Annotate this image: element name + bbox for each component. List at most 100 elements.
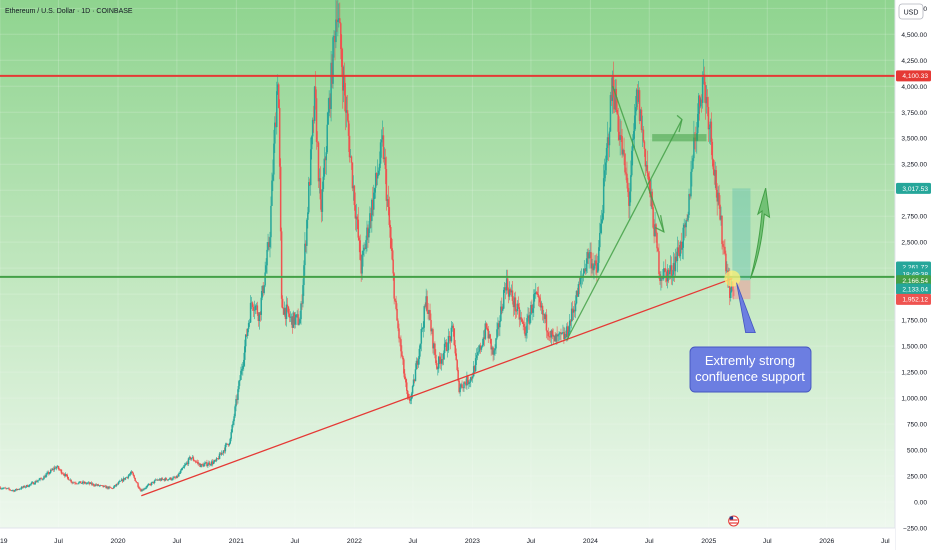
candle-body: [106, 486, 108, 489]
candle-body: [160, 478, 163, 481]
drawings[interactable]: [0, 74, 895, 527]
price-label-resistance-bg: [896, 70, 931, 82]
candle-body: [1, 488, 4, 490]
candle-body: [689, 194, 691, 197]
candle-body: [666, 269, 669, 282]
candle-body: [68, 479, 70, 481]
candle-body: [501, 306, 503, 311]
candle-body: [347, 120, 350, 136]
candle-body: [691, 168, 693, 172]
candle-body: [164, 478, 166, 481]
candle-body: [653, 227, 655, 237]
candle-body: [654, 224, 656, 237]
candle-body: [416, 360, 419, 365]
x-tick-label: 2019: [0, 538, 8, 545]
candle-body: [273, 143, 275, 175]
candle-body: [437, 368, 439, 370]
candle-body: [503, 289, 505, 309]
candle-body: [0, 488, 3, 490]
time-axis-background[interactable]: [0, 528, 895, 550]
time-axis[interactable]: 2019 Jul 2020 Jul 2021 Jul 2022 Jul 2023 Jul 2024 J…: [0, 538, 890, 545]
price-label-stop-bg: [896, 293, 931, 305]
candle-body: [264, 272, 266, 286]
candle-body: [319, 178, 322, 200]
candle-body: [665, 268, 667, 272]
candle-body: [514, 297, 517, 312]
candle-body: [379, 142, 382, 164]
candle-body: [462, 387, 464, 389]
candle-body: [499, 320, 501, 328]
candle-body: [93, 485, 96, 486]
candle-body: [484, 323, 487, 339]
candle-body: [589, 252, 591, 254]
candle-body: [520, 317, 522, 320]
candle-body: [207, 464, 209, 466]
candle-body: [132, 473, 134, 476]
currency-button-label: USD: [904, 10, 919, 17]
candle-body: [560, 332, 562, 334]
candle-body: [441, 359, 444, 360]
candle-body: [639, 109, 642, 121]
candle-body: [647, 173, 650, 177]
candle-body: [225, 443, 228, 445]
candle-body: [412, 379, 415, 387]
candle-body: [255, 305, 258, 307]
candle-body: [704, 84, 707, 104]
candle-body: [630, 175, 632, 192]
candle-body: [254, 305, 257, 311]
candle-body: [154, 479, 157, 481]
candle-body: [543, 313, 546, 320]
candle-body: [70, 479, 72, 483]
candle-body: [133, 475, 135, 478]
candle-body: [182, 466, 185, 468]
candle-body: [155, 479, 158, 481]
candle-body: [237, 389, 239, 400]
candle-body: [554, 335, 556, 342]
candle-body: [374, 173, 377, 188]
candle-body: [567, 326, 569, 336]
currency-button[interactable]: USD: [898, 3, 924, 20]
candle-body: [290, 316, 293, 318]
y-tick-label: −250.00: [903, 526, 927, 533]
candle-body: [387, 199, 390, 208]
candle-body: [118, 481, 121, 483]
candle-body: [361, 255, 363, 274]
candle-body: [187, 458, 190, 465]
candle-body: [62, 473, 65, 475]
candle-body: [469, 381, 471, 383]
candle-body: [590, 252, 592, 269]
candle-body: [572, 309, 575, 313]
candle-body: [74, 482, 76, 484]
candle-body: [219, 453, 222, 455]
candle-body: [486, 327, 489, 329]
candle-body: [33, 483, 36, 485]
candle-body: [55, 466, 58, 469]
x-tick-label: 2023: [465, 538, 480, 545]
candle-body: [206, 462, 208, 466]
candle-body: [579, 277, 582, 285]
candle-body: [153, 480, 156, 483]
candle-body: [289, 317, 292, 318]
symbol-title[interactable]: Ethereum / U.S. Dollar · 1D · COINBASE: [5, 8, 133, 15]
candle-body: [487, 328, 489, 339]
candle-body: [607, 137, 610, 146]
candle-body: [253, 310, 256, 311]
candle-body: [134, 477, 136, 482]
candle-body: [714, 170, 716, 176]
price-label-support-bg: [896, 275, 931, 287]
candle-body: [535, 292, 537, 293]
candle-body: [565, 333, 567, 337]
candle-body: [267, 242, 269, 250]
candle-body: [46, 473, 48, 475]
candle-body: [663, 268, 665, 279]
candle-body: [471, 376, 474, 379]
candle-body: [571, 308, 574, 313]
candle-body: [623, 149, 625, 154]
candle-body: [300, 303, 302, 320]
candle-body: [242, 365, 244, 369]
candle-body: [208, 462, 210, 465]
candle-body: [157, 479, 160, 481]
